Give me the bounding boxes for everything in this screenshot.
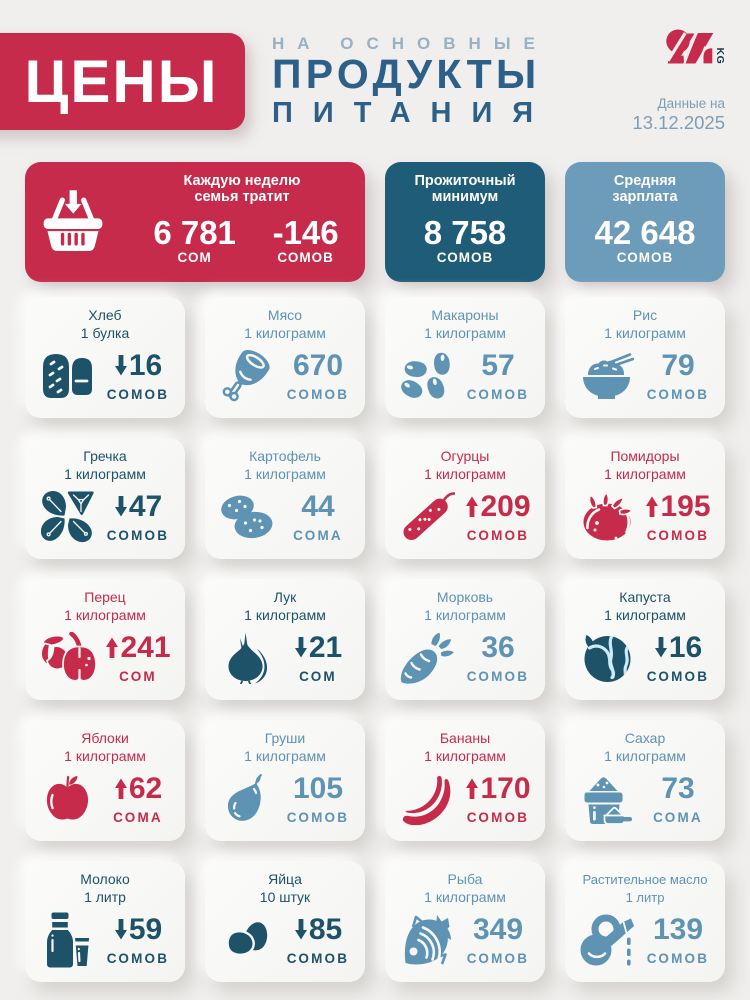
svg-text:KG: KG	[714, 48, 726, 65]
